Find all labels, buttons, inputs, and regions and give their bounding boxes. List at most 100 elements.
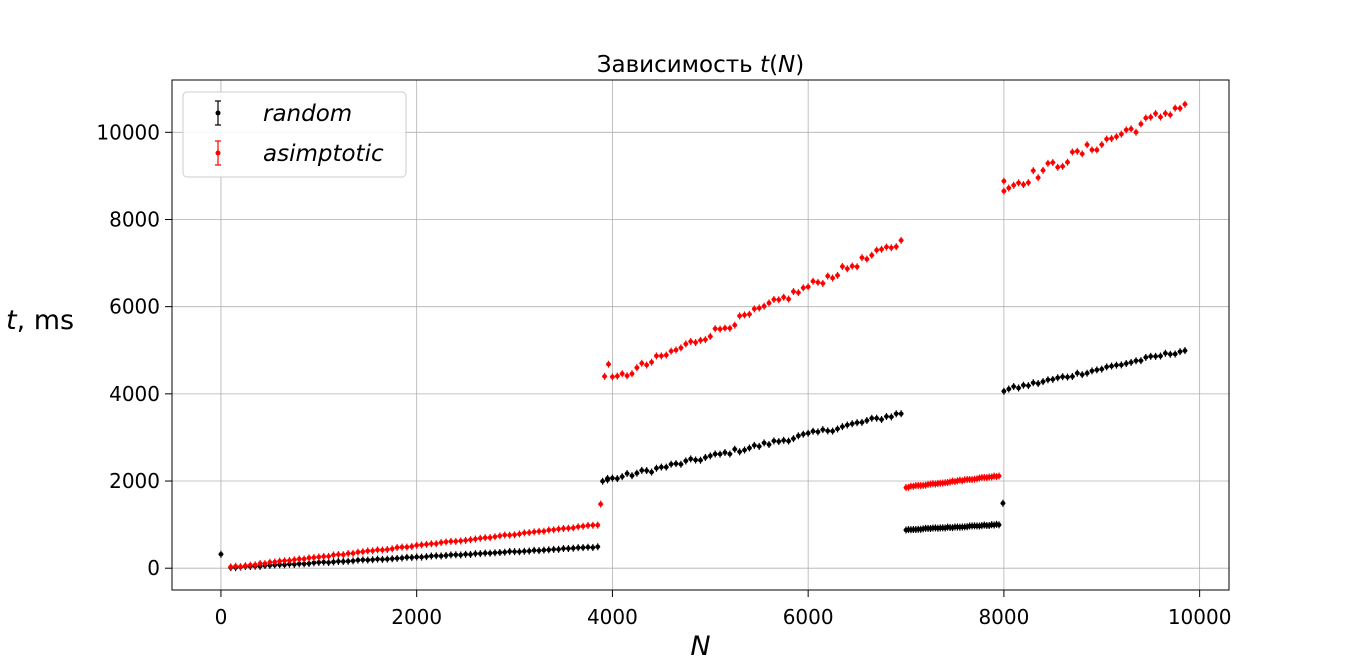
- chart-title: Зависимость t(N): [597, 52, 805, 78]
- random-point: [326, 560, 331, 565]
- random-point: [1079, 372, 1085, 377]
- axis-ticks: 0 2000 4000 6000 8000 10000 0 2000 4000 6000 8000 1…: [96, 120, 1231, 629]
- random-point: [517, 549, 522, 555]
- asimptotic-point: [468, 537, 473, 542]
- asimptotic-point: [859, 255, 865, 260]
- random-point: [296, 561, 302, 567]
- asimptotic-point: [389, 546, 395, 552]
- random-point: [292, 562, 297, 567]
- asimptotic-point: [1104, 136, 1109, 142]
- random-point: [727, 451, 733, 457]
- asimptotic-point: [771, 297, 777, 302]
- random-point: [869, 415, 875, 421]
- asimptotic-point: [747, 312, 752, 317]
- random-point: [385, 556, 390, 562]
- random-point: [546, 547, 552, 553]
- random-point: [766, 442, 772, 447]
- random-point: [1000, 500, 1006, 506]
- asimptotic-point: [639, 361, 645, 366]
- asimptotic-point: [365, 548, 371, 554]
- random-point: [1075, 370, 1080, 376]
- asimptotic-point: [340, 552, 346, 558]
- random-point: [468, 552, 473, 557]
- asimptotic-point: [1001, 178, 1007, 184]
- random-point: [668, 461, 674, 467]
- x-tick-label: 2000: [391, 605, 442, 629]
- asimptotic-point: [282, 558, 287, 564]
- random-point: [879, 417, 884, 422]
- asimptotic-point: [1123, 127, 1129, 133]
- random-point: [898, 411, 904, 417]
- random-point: [482, 550, 488, 556]
- random-point: [889, 414, 894, 420]
- random-point: [218, 551, 224, 557]
- asimptotic-point: [698, 338, 703, 343]
- asimptotic-point: [566, 525, 571, 531]
- random-point: [287, 561, 292, 567]
- random-point: [800, 431, 806, 437]
- asimptotic-point: [296, 556, 302, 562]
- asimptotic-point: [595, 522, 601, 528]
- random-point: [566, 546, 571, 551]
- random-point: [350, 558, 356, 564]
- asimptotic-point: [683, 341, 689, 347]
- random-point: [619, 474, 625, 479]
- random-point: [1148, 354, 1154, 359]
- asimptotic-point: [360, 549, 366, 555]
- asimptotic-point: [649, 359, 654, 365]
- asimptotic-point: [1109, 136, 1114, 141]
- random-point: [771, 438, 777, 444]
- legend-box: [182, 91, 407, 178]
- asimptotic-point: [1094, 147, 1100, 153]
- random-point: [419, 554, 424, 560]
- asimptotic-point: [487, 535, 493, 540]
- random-point: [659, 464, 664, 470]
- asimptotic-point: [756, 305, 762, 311]
- asimptotic-point: [1182, 101, 1188, 107]
- asimptotic-point: [874, 247, 879, 253]
- random-point: [424, 554, 429, 559]
- asimptotic-point: [1011, 182, 1016, 188]
- asimptotic-point: [228, 564, 234, 570]
- random-point: [365, 557, 371, 563]
- asimptotic-point: [825, 273, 831, 279]
- asimptotic-point: [443, 539, 449, 545]
- random-point: [502, 549, 508, 555]
- random-point: [1119, 362, 1124, 368]
- asimptotic-point: [820, 281, 826, 286]
- random-point: [615, 476, 620, 481]
- asimptotic-point: [429, 541, 434, 547]
- x-tick-label: 0: [215, 605, 228, 629]
- asimptotic-point: [712, 326, 718, 331]
- asimptotic-point: [1001, 188, 1007, 194]
- asimptotic-point: [602, 374, 607, 379]
- asimptotic-point: [703, 337, 708, 342]
- asimptotic-point: [243, 563, 248, 569]
- asimptotic-point: [497, 533, 503, 539]
- random-point: [1050, 377, 1056, 382]
- random-point: [1167, 352, 1173, 357]
- asimptotic-point: [722, 325, 728, 331]
- random-point: [448, 552, 454, 558]
- random-point: [1065, 374, 1070, 380]
- random-point: [791, 436, 796, 441]
- random-point: [1123, 361, 1129, 366]
- asimptotic-point: [644, 362, 649, 368]
- asimptotic-point: [301, 556, 307, 562]
- random-point: [761, 440, 767, 446]
- asimptotic-point: [575, 524, 581, 530]
- asimptotic-point: [482, 535, 488, 541]
- asimptotic-point: [707, 334, 713, 339]
- asimptotic-point: [893, 244, 899, 249]
- random-point: [678, 461, 684, 467]
- asimptotic-point: [629, 371, 635, 377]
- y-tick-label: 10000: [96, 120, 160, 144]
- asimptotic-point: [1163, 111, 1168, 116]
- random-point: [522, 548, 527, 554]
- random-point: [849, 421, 855, 427]
- random-point: [1182, 348, 1188, 353]
- asimptotic-point: [1167, 112, 1173, 118]
- random-point: [512, 549, 517, 554]
- legend-label-random: random: [263, 101, 352, 127]
- legend: random asimptotic: [182, 91, 407, 178]
